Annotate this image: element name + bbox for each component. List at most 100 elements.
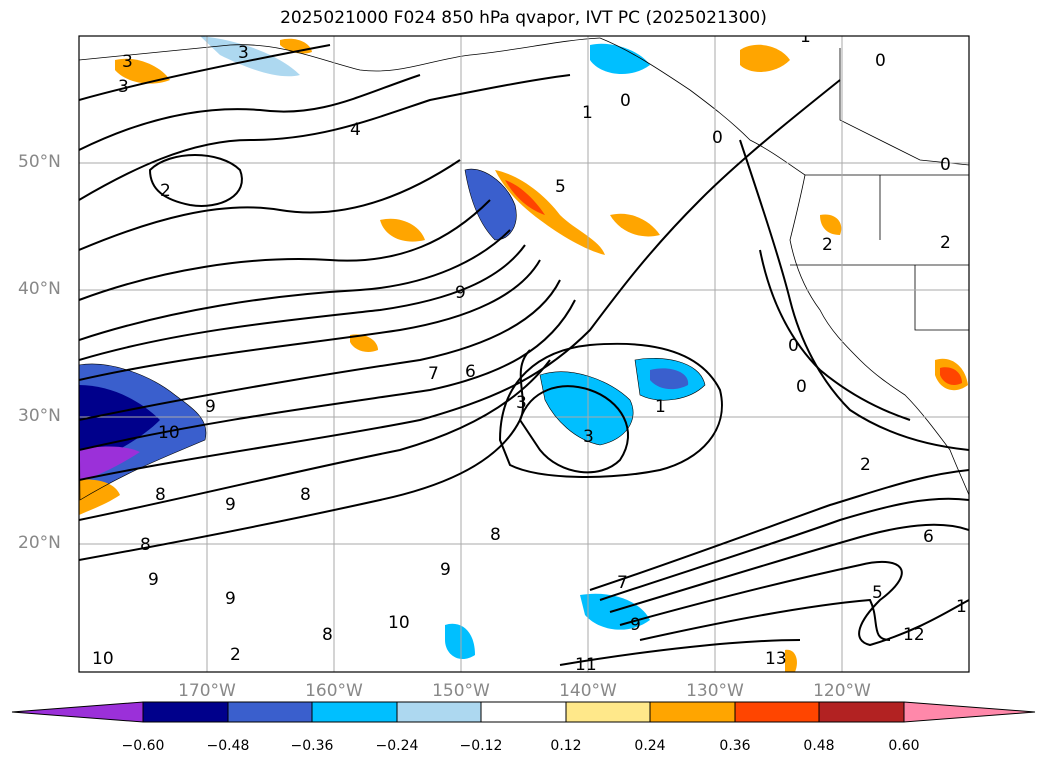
anomaly-pos-w1 xyxy=(350,334,378,353)
contour-label: 5 xyxy=(872,583,883,603)
contour-label: 9 xyxy=(440,560,451,580)
contour-label: 3 xyxy=(583,427,594,447)
contour-label: 12 xyxy=(903,625,925,645)
contour-label: 0 xyxy=(796,377,807,397)
contour-label: 4 xyxy=(350,120,361,140)
lon-label-140w: 140°W xyxy=(559,681,617,701)
anomaly-neg-purple xyxy=(79,446,140,482)
contour-label: 9 xyxy=(630,615,641,635)
lon-label-170w: 170°W xyxy=(178,681,236,701)
anomaly-neg-south2 xyxy=(445,623,475,660)
contour-label: 2 xyxy=(160,181,171,201)
colorbar-tick: −0.24 xyxy=(375,738,419,754)
contour-label: 8 xyxy=(155,485,166,505)
contour-label: 0 xyxy=(620,91,631,111)
lon-label-120w: 120°W xyxy=(813,681,871,701)
contour-label: 10 xyxy=(158,423,180,443)
lat-label-40n: 40°N xyxy=(18,279,61,299)
colorbar-tick: 0.24 xyxy=(634,738,666,754)
lon-label-150w: 150°W xyxy=(432,681,490,701)
contour-label: 13 xyxy=(765,649,787,669)
anomaly-pos-mid xyxy=(380,218,425,242)
lon-label-130w: 130°W xyxy=(686,681,744,701)
contour-label: 3 xyxy=(122,52,133,72)
anomaly-pos-n1 xyxy=(820,214,842,235)
colorbar-tick: −0.36 xyxy=(290,738,334,754)
plot-title: 2025021000 F024 850 hPa qvapor, IVT PC (… xyxy=(280,8,767,28)
colorbar-tick: −0.12 xyxy=(459,738,503,754)
contour-label: 9 xyxy=(205,397,216,417)
anomaly-neg-nw xyxy=(200,36,300,77)
contour-label: 8 xyxy=(322,625,333,645)
contour-label: 9 xyxy=(225,589,236,609)
colorbar xyxy=(11,701,1036,723)
colorbar-tick: 0.36 xyxy=(719,738,751,754)
contour-label: 6 xyxy=(465,362,476,382)
contour-label: 1 xyxy=(655,397,666,417)
contour-label: 7 xyxy=(617,573,628,593)
anomaly-pos-coast xyxy=(740,44,790,72)
contour-label: 8 xyxy=(490,525,501,545)
colorbar-segment xyxy=(480,701,567,723)
colorbar-extend-high xyxy=(903,701,1036,723)
contour-label: 1 xyxy=(582,103,593,123)
contour-label: 1 xyxy=(800,27,811,47)
contour-label: 6 xyxy=(923,527,934,547)
gridlines xyxy=(79,36,969,672)
contour-label: 0 xyxy=(788,336,799,356)
anomaly-pos-red xyxy=(505,180,545,215)
colorbar-segment xyxy=(227,701,313,723)
colorbar-tick: −0.60 xyxy=(121,738,165,754)
ivt-contours xyxy=(79,44,969,666)
colorbar-tick: −0.48 xyxy=(206,738,250,754)
contour-label: 3 xyxy=(118,77,129,97)
contour-label: 0 xyxy=(712,128,723,148)
contour-label: 8 xyxy=(300,485,311,505)
colorbar-segment xyxy=(818,701,905,723)
anomaly-pos-nw1 xyxy=(115,58,170,84)
contour-label: 3 xyxy=(238,43,249,63)
contour-label: 1 xyxy=(956,597,967,617)
colorbar-extend-low xyxy=(11,701,144,723)
colorbar-segment xyxy=(396,701,482,723)
contour-label: 9 xyxy=(225,495,236,515)
plot-frame xyxy=(78,35,970,673)
colorbar-tick: 0.12 xyxy=(550,738,582,754)
contour-label: 2 xyxy=(230,645,241,665)
colorbar-segment xyxy=(311,701,398,723)
contour-label: 2 xyxy=(860,455,871,475)
contour-label: 10 xyxy=(388,613,410,633)
colorbar-tick: 0.60 xyxy=(888,738,920,754)
colorbar-segment xyxy=(142,701,229,723)
lat-label-30n: 30°N xyxy=(18,406,61,426)
contour-label: 9 xyxy=(148,570,159,590)
shading-layer xyxy=(79,36,968,672)
contour-label: 10 xyxy=(92,649,114,669)
colorbar-segment xyxy=(565,701,651,723)
contour-label: 7 xyxy=(428,364,439,384)
contour-label: 5 xyxy=(555,177,566,197)
lon-label-160w: 160°W xyxy=(305,681,363,701)
lat-label-50n: 50°N xyxy=(18,152,61,172)
anomaly-neg-center xyxy=(540,371,634,445)
colorbar-segment xyxy=(734,701,820,723)
anomaly-pos-ne xyxy=(610,213,660,237)
contour-label: 9 xyxy=(455,283,466,303)
anomaly-pos-east-core xyxy=(940,367,962,386)
contour-label: 2 xyxy=(940,233,951,253)
colorbar-segment xyxy=(649,701,736,723)
anomaly-neg-coast xyxy=(590,43,650,75)
contour-label: 0 xyxy=(875,51,886,71)
anomaly-neg-center-core xyxy=(650,368,689,390)
shading-outlines xyxy=(79,168,706,501)
anomaly-neg-north xyxy=(465,169,517,240)
anomaly-pos-left xyxy=(79,479,120,515)
contour-label: 0 xyxy=(940,155,951,175)
anomaly-pos-s1 xyxy=(785,649,797,672)
contour-label: 3 xyxy=(516,393,527,413)
colorbar-tick: 0.48 xyxy=(803,738,835,754)
lat-label-20n: 20°N xyxy=(18,533,61,553)
contour-labels: 3 3 3 4 2 1 0 0 0 5 1 2 2 0 0 9 7 6 3 3 … xyxy=(92,27,967,672)
contour-label: 8 xyxy=(140,535,151,555)
